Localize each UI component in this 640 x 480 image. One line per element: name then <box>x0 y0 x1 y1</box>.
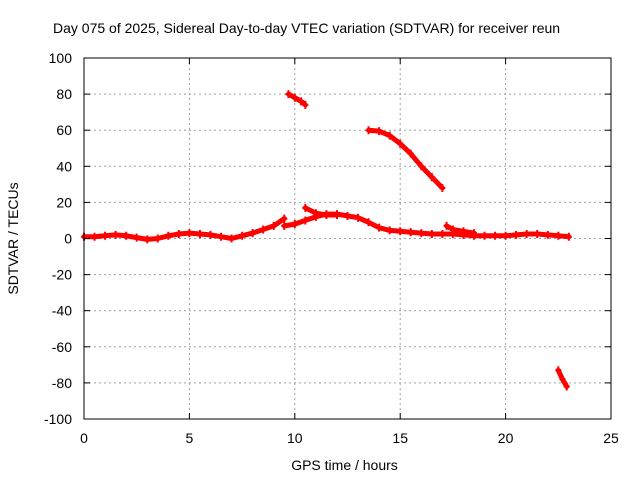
x-tick-label: 25 <box>603 430 619 446</box>
data-point <box>355 213 362 222</box>
tick-layer: 0 5 10 15 20 25 -100 -80 -60 -40 -20 0 20 40 60 80 100 <box>44 50 619 446</box>
y-axis-label: SDTVAR / TECUs <box>5 182 21 294</box>
y-tick-label: 40 <box>56 158 72 174</box>
series-arc-e <box>555 366 570 391</box>
series-arc-d <box>443 221 477 238</box>
data-point <box>565 232 572 241</box>
data-point <box>291 220 298 229</box>
y-tick-label: -100 <box>44 411 72 427</box>
data-point <box>460 227 467 236</box>
data-point <box>260 225 267 234</box>
series-arc-c <box>302 203 340 220</box>
data-point <box>513 230 520 239</box>
data-point <box>376 223 383 232</box>
data-point <box>386 226 393 235</box>
data-point <box>298 97 305 106</box>
data-point <box>133 233 140 242</box>
series-line <box>286 91 308 108</box>
data-point <box>439 229 446 238</box>
data-point <box>281 221 288 230</box>
series-line <box>302 205 340 218</box>
data-point <box>470 229 477 238</box>
data-point <box>344 211 351 220</box>
data-point <box>102 231 109 240</box>
data-point <box>239 231 246 240</box>
data-point <box>397 139 404 148</box>
x-tick-label: 5 <box>186 430 194 446</box>
data-point <box>563 382 570 391</box>
data-point <box>302 203 309 212</box>
data-point <box>323 211 330 220</box>
y-tick-label: -40 <box>52 303 72 319</box>
data-point <box>281 214 288 223</box>
data-point <box>365 126 372 135</box>
data-point <box>386 131 393 140</box>
data-point <box>407 149 414 158</box>
x-tick-label: 15 <box>392 430 408 446</box>
data-point <box>112 230 119 239</box>
data-point <box>428 229 435 238</box>
data-point <box>154 234 161 243</box>
x-tick-label: 10 <box>287 430 303 446</box>
y-tick-label: 60 <box>56 122 72 138</box>
data-point <box>428 173 435 182</box>
y-tick-label: 100 <box>49 50 73 66</box>
y-tick-label: -20 <box>52 267 72 283</box>
data-point <box>144 235 151 244</box>
data-point <box>555 231 562 240</box>
data-point <box>312 209 319 218</box>
data-point <box>249 229 256 238</box>
data-point <box>165 231 172 240</box>
data-point <box>270 221 277 230</box>
data-point <box>559 375 566 384</box>
data-point <box>291 93 298 102</box>
y-tick-label: 0 <box>64 231 72 247</box>
data-point <box>302 100 309 109</box>
data-point <box>123 231 130 240</box>
series-arc-b <box>365 126 446 192</box>
data-point <box>207 230 214 239</box>
series-line <box>444 223 477 236</box>
data-point <box>418 229 425 238</box>
data-point <box>376 127 383 136</box>
data-point <box>218 232 225 241</box>
y-tick-label: 80 <box>56 86 72 102</box>
data-point <box>365 218 372 227</box>
data-point <box>534 229 541 238</box>
data-point <box>397 227 404 236</box>
data-point <box>523 229 530 238</box>
data-point <box>443 221 450 230</box>
data-point <box>481 231 488 240</box>
data-point <box>555 366 562 375</box>
y-tick-label: -80 <box>52 375 72 391</box>
x-tick-label: 20 <box>498 430 514 446</box>
data-point <box>544 230 551 239</box>
data-point <box>449 225 456 234</box>
data-point <box>175 229 182 238</box>
y-tick-label: -60 <box>52 339 72 355</box>
data-point <box>407 228 414 237</box>
data-point <box>418 162 425 171</box>
x-tick-label: 0 <box>80 430 88 446</box>
data-point <box>196 229 203 238</box>
data-point <box>439 183 446 192</box>
series-arc-a <box>285 90 309 109</box>
chart-title: Day 075 of 2025, Sidereal Day-to-day VTE… <box>53 20 560 36</box>
series-main <box>81 214 288 244</box>
y-tick-label: 20 <box>56 194 72 210</box>
data-point <box>186 229 193 238</box>
data-point <box>91 232 98 241</box>
data-point <box>228 234 235 243</box>
series-layer <box>81 90 572 391</box>
x-axis-label: GPS time / hours <box>291 457 398 473</box>
data-point <box>285 90 292 99</box>
data-point <box>302 216 309 225</box>
data-point <box>492 231 499 240</box>
data-point <box>502 231 509 240</box>
data-point <box>333 211 340 220</box>
